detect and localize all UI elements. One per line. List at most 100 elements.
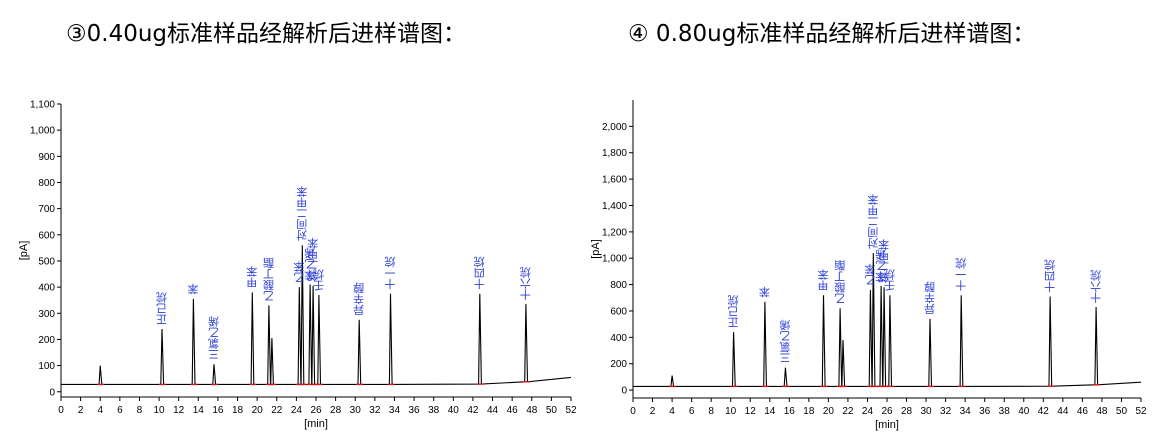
x-tick-label: 12 [745, 406, 757, 417]
x-tick-label: 2 [78, 405, 84, 416]
x-tick-label: 34 [389, 405, 401, 416]
chromatogram-right: 02004006008001,0001,2001,4001,6001,8002,… [590, 100, 1147, 431]
y-tick-label: 2,000 [602, 122, 627, 133]
x-tick-label: 50 [546, 405, 558, 416]
x-tick-label: 16 [212, 405, 224, 416]
y-tick-label: 300 [38, 309, 55, 320]
y-tick-label: 400 [610, 333, 627, 344]
peak-label: 十六烷 [1090, 269, 1103, 304]
x-tick-label: 42 [1038, 406, 1050, 417]
peak-label: 甲苯 [246, 266, 259, 288]
y-tick-label: 800 [610, 280, 627, 291]
y-tick-label: 1,800 [602, 148, 627, 159]
x-tick-label: 40 [448, 405, 460, 416]
x-tick-label: 40 [1018, 406, 1030, 417]
peak-label: 苯乙烯 [875, 248, 888, 283]
peak-label: 十一烷 [955, 257, 968, 292]
y-tick-label: 0 [621, 386, 627, 397]
x-tick-label: 44 [487, 405, 499, 416]
x-tick-label: 10 [725, 406, 737, 417]
x-tick-label: 52 [565, 405, 577, 416]
x-tick-label: 14 [764, 406, 776, 417]
peak-label: 正己烷 [156, 291, 169, 325]
peak-label: 三氯乙烯 [208, 316, 221, 361]
y-tick-label: 1,600 [602, 175, 627, 186]
chart-heading-right: ④ 0.80ug标准样品经解析后进样谱图： [628, 21, 1036, 47]
y-tick-label: 500 [38, 256, 55, 267]
x-axis-title: [min] [875, 419, 899, 431]
x-tick-label: 2 [650, 406, 656, 417]
x-tick-label: 30 [921, 406, 933, 417]
peak-label: 对间二甲苯 [867, 194, 880, 250]
peak-label: 壬烷 [312, 268, 325, 291]
peak-label: 十四烷 [473, 256, 486, 291]
x-tick-label: 50 [1116, 406, 1128, 417]
y-tick-label: 700 [38, 204, 55, 215]
peak-label: 三氯乙烯 [779, 319, 792, 364]
x-tick-label: 28 [901, 406, 913, 417]
x-tick-label: 26 [881, 406, 893, 417]
x-tick-label: 8 [708, 406, 714, 417]
x-tick-label: 38 [999, 406, 1011, 417]
x-tick-label: 42 [467, 405, 479, 416]
x-tick-label: 52 [1135, 406, 1147, 417]
y-tick-label: 0 [49, 387, 55, 398]
peak-label: 邻二甲苯 [878, 239, 891, 283]
x-tick-label: 20 [823, 406, 835, 417]
y-tick-label: 400 [38, 283, 55, 294]
x-tick-label: 6 [689, 406, 695, 417]
x-tick-label: 48 [526, 405, 538, 416]
x-tick-label: 46 [507, 405, 519, 416]
x-tick-label: 6 [117, 405, 123, 416]
peak-label: 苯 [187, 284, 200, 296]
x-tick-label: 32 [940, 406, 952, 417]
x-tick-label: 10 [154, 405, 166, 416]
x-tick-label: 26 [310, 405, 322, 416]
y-tick-label: 200 [610, 359, 627, 370]
x-tick-label: 48 [1096, 406, 1108, 417]
peak-label: 异辛醇 [353, 283, 366, 316]
y-tick-label: 900 [38, 152, 55, 163]
peak-label: 异辛醇 [923, 282, 936, 315]
y-axis-title: [pA] [18, 241, 30, 261]
y-tick-label: 1,000 [30, 126, 55, 137]
chromatogram-left: 0 100 200 300 400 500 600 700 800 900 1,000 1,100 0 2… [18, 100, 577, 431]
x-tick-label: 30 [350, 405, 362, 416]
peak-label: 苯乙烯 [304, 247, 317, 282]
x-tick-label: 20 [252, 405, 264, 416]
y-tick-label: 1,400 [602, 201, 627, 212]
y-tick-label: 1,000 [602, 254, 627, 265]
peak-label: 十六烷 [519, 266, 532, 301]
x-tick-label: 28 [330, 405, 342, 416]
x-axis-title: [min] [304, 418, 328, 430]
peak-label: 乙苯 [293, 261, 306, 283]
peak-label: 邻二甲苯 [307, 238, 320, 282]
y-tick-label: 600 [38, 230, 55, 241]
x-tick-label: 12 [173, 405, 185, 416]
peak-label: 十四烷 [1044, 259, 1057, 294]
peak-label: 壬烷 [883, 268, 896, 291]
x-tick-label: 16 [784, 406, 796, 417]
x-tick-label: 24 [862, 406, 874, 417]
x-tick-label: 18 [803, 406, 815, 417]
peak-label: 甲苯 [817, 269, 830, 291]
peak-label: 乙酸丁酯 [262, 257, 275, 301]
peak-label: 乙酸丁酯 [834, 260, 847, 304]
x-tick-label: 36 [979, 406, 991, 417]
y-tick-label: 100 [38, 361, 55, 372]
peak-label: 十一烷 [384, 256, 397, 291]
x-tick-label: 22 [842, 406, 854, 417]
x-tick-label: 18 [232, 405, 244, 416]
x-tick-label: 24 [291, 405, 303, 416]
peak-label: 乙苯 [864, 264, 877, 286]
x-tick-label: 32 [369, 405, 381, 416]
x-tick-label: 34 [960, 406, 972, 417]
x-tick-label: 0 [630, 406, 636, 417]
chart-heading-left: ③0.40ug标准样品经解析后进样谱图： [66, 21, 467, 47]
y-tick-label: 600 [610, 306, 627, 317]
x-tick-label: 22 [271, 405, 283, 416]
x-tick-label: 44 [1057, 406, 1069, 417]
y-tick-label: 800 [38, 178, 55, 189]
peak-label: 苯 [758, 287, 771, 299]
x-tick-label: 38 [428, 405, 440, 416]
